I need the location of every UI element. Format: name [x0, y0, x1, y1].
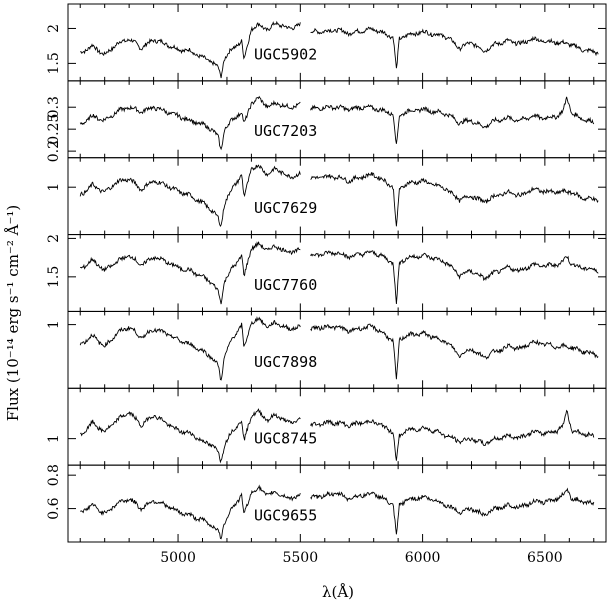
x-axis-ticks: 5000 5500 6000 6500 [160, 550, 562, 566]
panel-label: UGC9655 [254, 506, 317, 524]
y-tick-label: 2 [46, 24, 62, 33]
spectrum-line [310, 172, 599, 227]
spectrum-line [79, 95, 301, 151]
spectrum-panel: 1 UGC8745 [46, 387, 607, 466]
y-tick-label: 0.6 [46, 497, 62, 519]
panel-label: UGC7898 [254, 353, 317, 371]
spectrum-panel: 0.20.250.3 UGC7203 [46, 80, 607, 162]
spectrum-line [310, 409, 595, 461]
x-axis-title: λ(Å) [322, 583, 354, 601]
panel-frame [67, 464, 607, 543]
panel-label: UGC7760 [254, 276, 317, 294]
x-tick-label: 6500 [527, 550, 563, 566]
spectrum-line [310, 250, 599, 305]
spectrum-panel: 1.5 2 UGC7760 [46, 234, 607, 312]
y-tick-label: 1.5 [46, 52, 62, 74]
y-tick-label: 1 [46, 183, 62, 192]
x-tick-label: 6000 [405, 550, 441, 566]
spectrum-line [310, 487, 595, 535]
spectrum-line [80, 241, 301, 305]
panel-frame [67, 157, 607, 236]
spectrum-panel: 1 UGC7898 [46, 310, 607, 389]
panel-frame [67, 234, 607, 312]
y-tick-label: 0.8 [46, 464, 62, 486]
y-tick-label: 1 [46, 320, 62, 329]
spectrum-line [310, 26, 599, 69]
spectrum-panel: 1.5 2 UGC5902 [46, 3, 607, 82]
spectrum-line [79, 164, 301, 228]
panel-label: UGC7629 [254, 199, 317, 217]
spectrum-line [310, 96, 595, 144]
y-axis-title: Flux (10⁻¹⁴ erg s⁻¹ cm⁻² Å⁻¹) [4, 205, 22, 422]
spectrum-line [80, 408, 301, 464]
y-tick-label: 1.5 [46, 266, 62, 288]
y-tick-label: 0.2 [46, 140, 62, 162]
spectrum-panel: 1 UGC7629 [46, 157, 607, 236]
spectrum-line [79, 484, 301, 540]
spectrum-line [79, 316, 301, 381]
panel-frame [67, 80, 607, 159]
panel-label: UGC5902 [254, 45, 317, 63]
spectrum-panel: 0.6 0.8 UGC9655 [46, 464, 607, 543]
spectrum-line [79, 20, 301, 79]
spectra-panels: 1.5 2 UGC5902 0.20.250.3 UGC7203 1 UGC7629 1.5 2… [46, 3, 607, 543]
panel-label: UGC7203 [254, 122, 317, 140]
panel-frame [67, 310, 607, 389]
x-tick-label: 5500 [282, 550, 318, 566]
y-tick-label: 0.3 [46, 96, 62, 118]
y-tick-label: 0.25 [46, 114, 62, 145]
y-tick-label: 2 [46, 234, 62, 243]
panel-frame [67, 387, 607, 466]
panel-label: UGC8745 [254, 430, 317, 448]
spectrum-line [310, 323, 599, 380]
x-tick-label: 5000 [160, 550, 196, 566]
y-tick-label: 1 [46, 434, 62, 443]
